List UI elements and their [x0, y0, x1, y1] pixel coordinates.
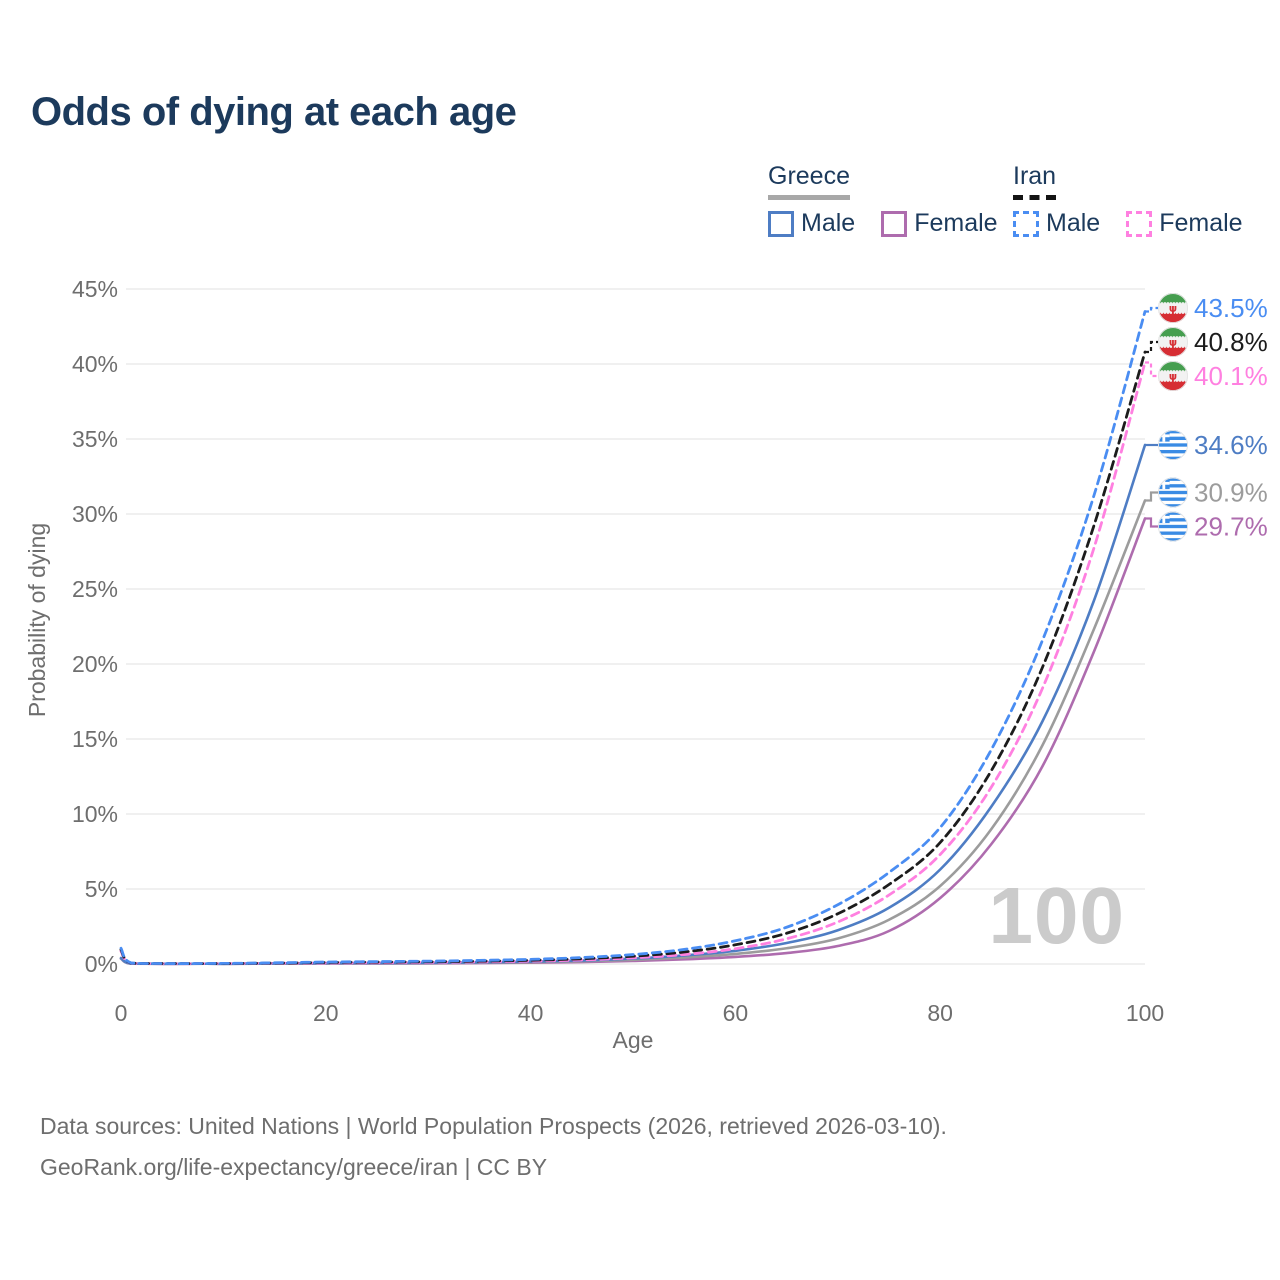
end-label-value: 34.6%	[1194, 430, 1268, 460]
y-axis-title: Probability of dying	[24, 523, 50, 717]
legend-group-iran: Iran Male Female	[1013, 162, 1243, 238]
legend-item-greece-female[interactable]: Female	[881, 209, 998, 238]
x-tick-label: 80	[927, 1000, 953, 1026]
legend-iran-items: Male Female	[1013, 209, 1243, 238]
y-tick-label: 30%	[72, 501, 118, 527]
end-label-connector	[1145, 361, 1158, 378]
legend-greece-items: Male Female	[768, 209, 998, 238]
greece-female-swatch-icon	[881, 210, 908, 237]
greece-male-swatch-icon	[768, 210, 794, 237]
x-tick-label: 40	[518, 1000, 544, 1026]
footer-line-1: Data sources: United Nations | World Pop…	[40, 1113, 947, 1139]
legend-greece-female-label: Female	[914, 209, 998, 237]
x-axis-title: Age	[613, 1027, 654, 1053]
y-tick-label: 45%	[72, 276, 118, 302]
x-tick-label: 60	[723, 1000, 749, 1026]
legend-item-greece-male[interactable]: Male	[768, 209, 855, 238]
legend-greece-male-label: Male	[801, 209, 856, 237]
y-tick-label: 20%	[72, 651, 118, 677]
y-tick-label: 25%	[72, 576, 118, 602]
legend-item-iran-male[interactable]: Male	[1013, 209, 1100, 238]
x-tick-label: 20	[313, 1000, 339, 1026]
footer-line-2: GeoRank.org/life-expectancy/greece/iran …	[40, 1154, 548, 1180]
greece-flag-icon	[1158, 478, 1188, 508]
iran-female-swatch-icon	[1126, 210, 1153, 237]
legend-iran-male-label: Male	[1046, 209, 1101, 237]
legend: Greece Male Female Iran Male	[0, 162, 1280, 252]
y-tick-label: 15%	[72, 726, 118, 752]
end-label-connector	[1145, 306, 1158, 313]
end-label-connector	[1145, 517, 1158, 528]
legend-iran-label: Iran	[1013, 162, 1057, 200]
end-label-value: 29.7%	[1194, 512, 1268, 542]
x-tick-label: 0	[115, 1000, 128, 1026]
end-label-value: 43.5%	[1194, 293, 1268, 323]
series-line-iran-male	[119, 310, 1147, 965]
age-watermark: 100	[989, 871, 1125, 960]
y-tick-label: 40%	[72, 351, 118, 377]
data-source-footer: Data sources: United Nations | World Pop…	[40, 1106, 947, 1188]
y-tick-label: 0%	[85, 951, 118, 977]
end-labels: 43.5% 40.8% 40.1% 34.6% 30.9% 29.7%	[1145, 293, 1268, 542]
end-label-connector	[1145, 340, 1158, 354]
legend-greece-label: Greece	[768, 162, 850, 200]
legend-group-greece: Greece Male Female	[768, 162, 998, 238]
page-title: Odds of dying at each age	[31, 90, 517, 134]
axis-ticks: 0% 5% 10% 15% 20% 25% 30% 35% 40% 45% 0 20 40 60 80 100	[72, 276, 1164, 1026]
legend-iran-female-label: Female	[1159, 209, 1243, 237]
greece-flag-icon	[1158, 512, 1188, 542]
gridlines	[126, 288, 1145, 965]
y-tick-label: 35%	[72, 426, 118, 452]
iran-male-swatch-icon	[1013, 210, 1039, 237]
end-label-value: 40.8%	[1194, 327, 1268, 357]
greece-flag-icon	[1158, 430, 1188, 460]
end-label-connector	[1145, 491, 1158, 502]
series-lines	[119, 310, 1147, 966]
y-tick-label: 5%	[85, 876, 118, 902]
end-label-value: 30.9%	[1194, 478, 1268, 508]
iran-flag-icon	[1158, 327, 1188, 357]
iran-flag-icon	[1158, 293, 1188, 323]
iran-flag-icon	[1158, 361, 1188, 391]
x-tick-label: 100	[1126, 1000, 1164, 1026]
y-tick-label: 10%	[72, 801, 118, 827]
end-label-value: 40.1%	[1194, 361, 1268, 391]
legend-item-iran-female[interactable]: Female	[1126, 209, 1243, 238]
